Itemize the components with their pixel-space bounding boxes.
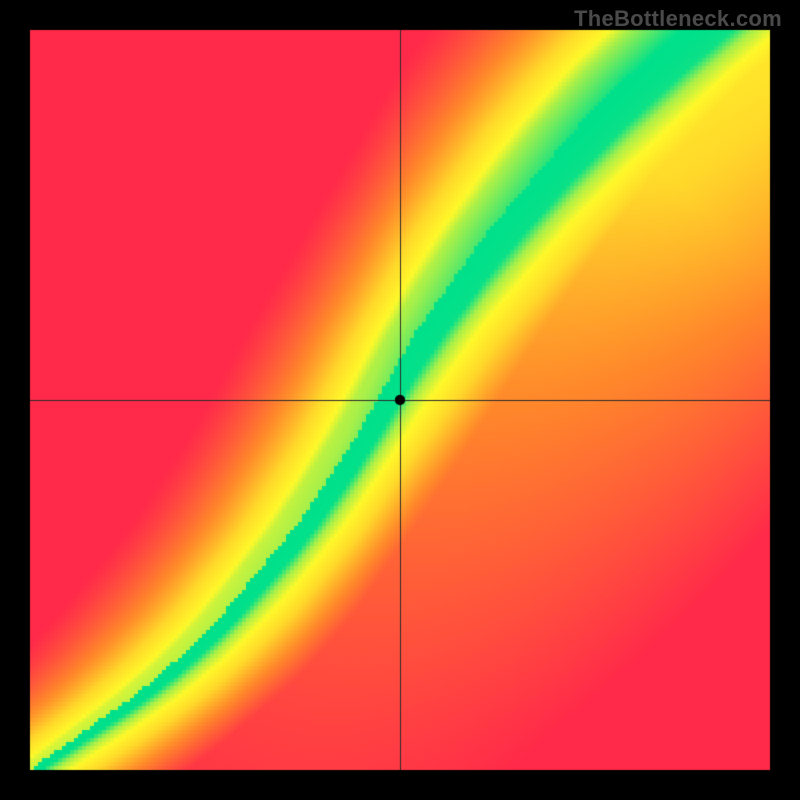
bottleneck-heatmap — [0, 0, 800, 800]
watermark-text: TheBottleneck.com — [574, 6, 782, 32]
